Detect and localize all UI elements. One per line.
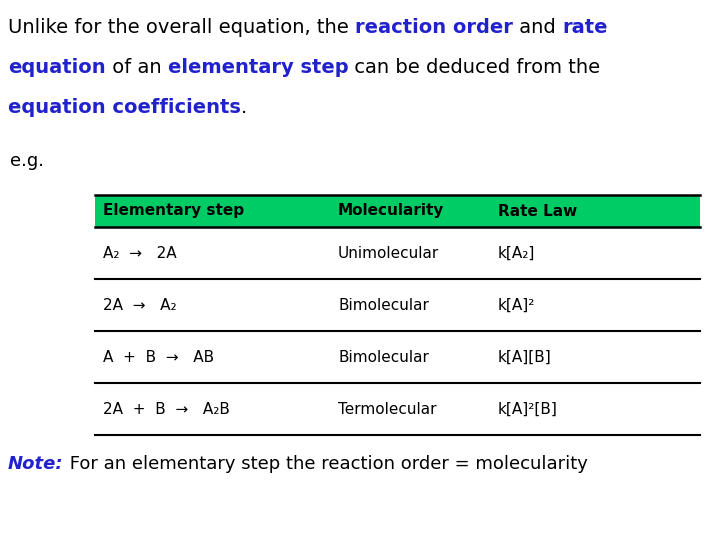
Text: Rate Law: Rate Law (498, 204, 577, 219)
Text: Unimolecular: Unimolecular (338, 246, 439, 260)
Text: and: and (513, 18, 562, 37)
Text: Bimolecular: Bimolecular (338, 298, 429, 313)
Text: Note:: Note: (8, 455, 63, 473)
Text: Elementary step: Elementary step (103, 204, 244, 219)
Text: k[A][B]: k[A][B] (498, 349, 552, 364)
Text: Molecularity: Molecularity (338, 204, 444, 219)
Text: can be deduced from the: can be deduced from the (348, 58, 600, 77)
Text: Termolecular: Termolecular (338, 402, 436, 416)
Polygon shape (95, 195, 700, 227)
Text: 2A  +  B  →   A₂B: 2A + B → A₂B (103, 402, 230, 416)
Text: Unlike for the overall equation, the: Unlike for the overall equation, the (8, 18, 355, 37)
Text: rate: rate (562, 18, 608, 37)
Text: k[A]²[B]: k[A]²[B] (498, 402, 558, 416)
Text: A  +  B  →   AB: A + B → AB (103, 349, 214, 364)
Text: equation coefficients: equation coefficients (8, 98, 241, 117)
Text: k[A₂]: k[A₂] (498, 246, 536, 260)
Text: A₂  →   2A: A₂ → 2A (103, 246, 176, 260)
Text: 2A  →   A₂: 2A → A₂ (103, 298, 176, 313)
Text: of an: of an (106, 58, 168, 77)
Text: Bimolecular: Bimolecular (338, 349, 429, 364)
Text: reaction order: reaction order (355, 18, 513, 37)
Text: equation: equation (8, 58, 106, 77)
Text: For an elementary step the reaction order = molecularity: For an elementary step the reaction orde… (63, 455, 588, 473)
Text: e.g.: e.g. (10, 152, 44, 170)
Text: k[A]²: k[A]² (498, 298, 536, 313)
Text: elementary step: elementary step (168, 58, 348, 77)
Text: .: . (241, 98, 247, 117)
